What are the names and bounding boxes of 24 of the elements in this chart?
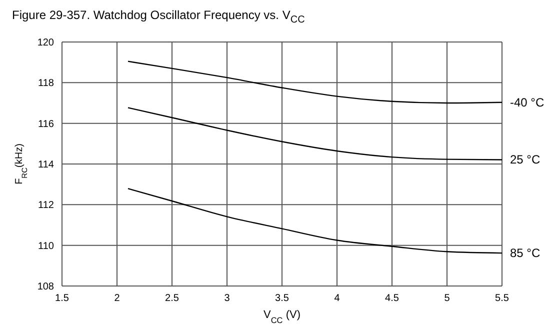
x-tick-label: 5 — [444, 293, 450, 304]
series-label: 25 °C — [510, 152, 540, 167]
line-series — [127, 188, 502, 254]
line-series — [127, 60, 502, 104]
y-tick-label: 108 — [37, 282, 54, 293]
series-label: -40 °C — [510, 95, 544, 110]
series-label: 85 °C — [510, 246, 540, 260]
chart-title: Figure 29-357. Watchdog Oscillator Frequency vs. V$_{CC}$ — [11, 8, 306, 28]
x-tick-label: 4.5 — [385, 293, 400, 304]
x-tick-label: 3 — [224, 293, 230, 304]
x-tick-label: 1.5 — [55, 293, 70, 304]
x-tick-label: 2.5 — [165, 293, 180, 304]
x-tick-label: 4 — [334, 293, 340, 304]
x-axis-title: V$_{CC}$ (V) — [264, 309, 300, 324]
x-tick-label: 5.5 — [495, 293, 510, 304]
x-tick-label: 2 — [114, 293, 120, 304]
y-tick-label: 118 — [38, 78, 54, 90]
y-tick-label: 112 — [38, 200, 54, 212]
line-series — [127, 107, 502, 160]
y-tick-label: 110 — [38, 240, 54, 252]
y-tick-label: 116 — [38, 118, 54, 130]
x-tick-label: 3.5 — [275, 293, 290, 304]
y-tick-label: 114 — [38, 160, 54, 171]
y-tick-label: 120 — [37, 38, 54, 49]
